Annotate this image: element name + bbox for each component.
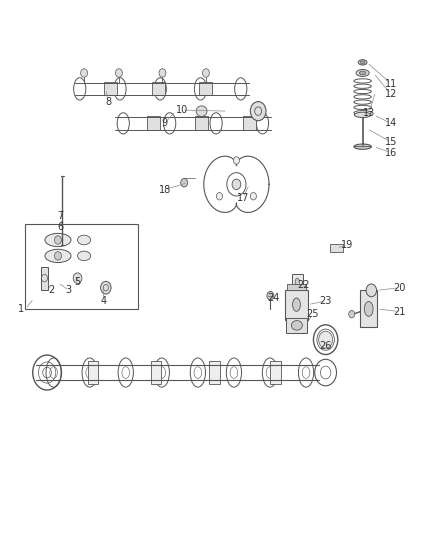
Ellipse shape — [360, 61, 365, 64]
Text: 6: 6 — [57, 222, 63, 232]
Bar — [152, 82, 165, 95]
Text: 12: 12 — [385, 89, 397, 99]
Bar — [104, 82, 117, 95]
Bar — [287, 284, 306, 290]
Ellipse shape — [358, 60, 367, 65]
Ellipse shape — [293, 298, 300, 311]
Text: 10: 10 — [176, 105, 188, 115]
Text: 18: 18 — [159, 184, 171, 195]
Bar — [292, 274, 303, 290]
Circle shape — [267, 292, 274, 300]
Ellipse shape — [45, 249, 71, 263]
Text: 8: 8 — [105, 97, 111, 107]
Text: 11: 11 — [385, 78, 397, 88]
Text: 3: 3 — [66, 285, 72, 295]
Text: 7: 7 — [57, 211, 63, 221]
Bar — [360, 290, 377, 327]
Bar — [270, 361, 281, 384]
Circle shape — [251, 192, 256, 200]
Ellipse shape — [354, 144, 371, 149]
Text: 4: 4 — [101, 296, 107, 306]
Circle shape — [101, 281, 111, 294]
Ellipse shape — [295, 278, 300, 287]
Bar — [25, 224, 138, 309]
Circle shape — [81, 69, 88, 77]
Circle shape — [349, 311, 355, 318]
Circle shape — [233, 157, 240, 164]
Bar — [41, 266, 48, 290]
Text: 15: 15 — [385, 137, 397, 147]
Ellipse shape — [78, 251, 91, 261]
Text: 9: 9 — [162, 118, 168, 128]
Ellipse shape — [78, 235, 91, 245]
Bar — [88, 361, 98, 384]
Circle shape — [181, 179, 187, 187]
Circle shape — [73, 273, 82, 284]
Text: 23: 23 — [319, 296, 332, 306]
Circle shape — [54, 252, 61, 260]
Circle shape — [319, 331, 332, 348]
Ellipse shape — [356, 69, 369, 76]
Ellipse shape — [364, 302, 373, 317]
Bar — [195, 116, 208, 130]
Circle shape — [54, 236, 61, 244]
Circle shape — [366, 284, 377, 297]
Text: 21: 21 — [393, 306, 406, 317]
Ellipse shape — [332, 245, 340, 251]
Circle shape — [202, 69, 209, 77]
Circle shape — [232, 179, 241, 190]
Bar — [243, 116, 256, 130]
Circle shape — [251, 102, 266, 120]
Text: 24: 24 — [267, 293, 279, 303]
Circle shape — [159, 69, 166, 77]
Text: 1: 1 — [18, 304, 24, 314]
Text: 20: 20 — [393, 282, 406, 293]
Circle shape — [216, 192, 223, 200]
Ellipse shape — [45, 233, 71, 247]
Text: 25: 25 — [306, 309, 319, 319]
Bar — [209, 361, 220, 384]
Text: 19: 19 — [341, 240, 353, 251]
Text: 2: 2 — [48, 285, 55, 295]
Text: 13: 13 — [363, 108, 375, 118]
Ellipse shape — [354, 112, 371, 117]
Ellipse shape — [196, 106, 207, 116]
Text: 5: 5 — [74, 277, 81, 287]
Bar — [286, 318, 307, 333]
Bar — [285, 290, 308, 319]
Text: 16: 16 — [385, 148, 397, 158]
Ellipse shape — [359, 71, 366, 75]
Circle shape — [116, 69, 122, 77]
Text: 14: 14 — [385, 118, 397, 128]
Bar — [330, 244, 343, 252]
Bar — [147, 116, 160, 130]
Text: 26: 26 — [319, 341, 332, 351]
Text: 17: 17 — [237, 192, 249, 203]
Bar — [151, 361, 161, 384]
Text: 22: 22 — [297, 280, 310, 290]
Ellipse shape — [291, 320, 302, 330]
Bar — [199, 82, 212, 95]
